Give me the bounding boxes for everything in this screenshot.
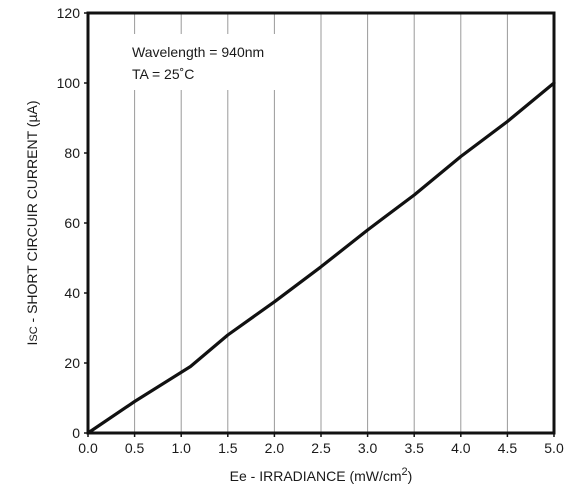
y-axis-title-rest: - SHORT CIRCUIR CURRENT (µA) — [24, 100, 40, 326]
x-tick-label-5: 2.5 — [311, 440, 331, 456]
x-tick-label-0: 0.0 — [78, 440, 98, 456]
x-tick-label-10: 5.0 — [544, 440, 564, 456]
y-axis-ticks: 0 20 40 60 80 100 120 — [57, 5, 88, 441]
y-tick-label-2: 40 — [64, 285, 80, 301]
x-axis-title-end: ) — [408, 468, 413, 484]
y-tick-label-0: 0 — [72, 425, 80, 441]
series-group — [86, 81, 556, 435]
y-tick-label-1: 20 — [64, 355, 80, 371]
x-tick-label-6: 3.0 — [358, 440, 378, 456]
temperature-annotation: TA = 25˚C — [132, 66, 194, 82]
y-axis-title: ISC - SHORT CIRCUIR CURRENT (µA) — [24, 100, 40, 345]
y-tick-label-5: 100 — [57, 75, 81, 91]
x-tick-label-9: 4.5 — [498, 440, 518, 456]
x-tick-label-1: 0.5 — [125, 440, 145, 456]
legend-box — [122, 34, 294, 90]
x-tick-label-7: 3.5 — [404, 440, 424, 456]
x-tick-label-2: 1.0 — [171, 440, 191, 456]
x-axis-ticks: 0.0 0.5 1.0 1.5 2.0 2.5 3.0 3.5 4.0 4.5 5.0 — [78, 433, 564, 456]
x-tick-label-8: 4.0 — [451, 440, 471, 456]
y-tick-label-4: 80 — [64, 145, 80, 161]
wavelength-annotation: Wavelength = 940nm — [132, 44, 264, 60]
y-axis-title-main: I — [24, 342, 40, 346]
y-tick-label-6: 120 — [57, 5, 81, 21]
x-axis-title-main: Ee - IRRADIANCE (mW/cm — [230, 468, 402, 484]
x-tick-label-3: 1.5 — [218, 440, 238, 456]
y-tick-label-3: 60 — [64, 215, 80, 231]
series-line-0 — [86, 81, 556, 435]
x-axis-title-sup: 2 — [402, 466, 408, 478]
x-axis-title: Ee - IRRADIANCE (mW/cm2) — [230, 466, 413, 484]
y-axis-title-sub: SC — [28, 326, 40, 341]
x-tick-label-4: 2.0 — [265, 440, 285, 456]
